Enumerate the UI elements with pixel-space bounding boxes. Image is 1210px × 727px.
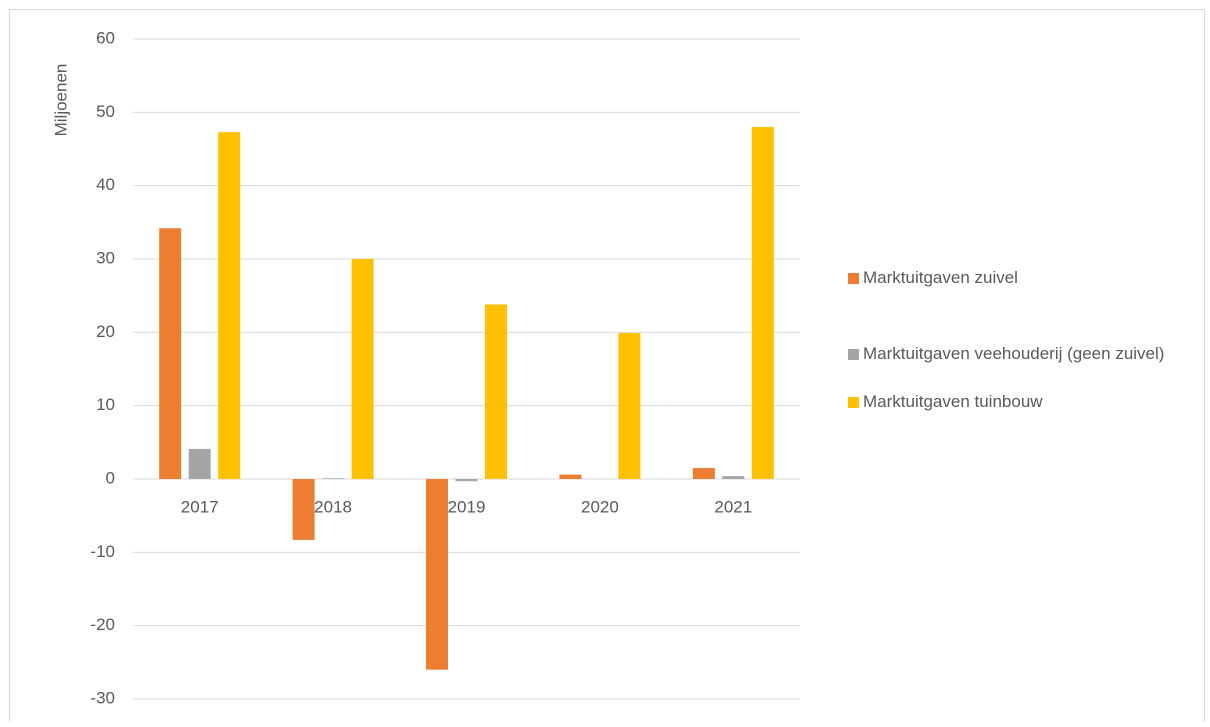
y-tick-label: 40 — [96, 175, 115, 194]
legend-label: Marktuitgaven veehouderij (geen zuivel) — [863, 344, 1165, 363]
y-axis-label: Miljoenen — [51, 64, 70, 137]
legend-swatch — [848, 397, 859, 408]
bar — [159, 228, 182, 479]
x-tick-label: 2019 — [448, 497, 486, 516]
bar — [455, 479, 478, 482]
y-tick-label: 0 — [106, 468, 115, 487]
legend-label: Marktuitgaven tuinbouw — [863, 392, 1043, 411]
legend-swatch — [848, 349, 859, 360]
bar — [218, 132, 241, 479]
legend-swatch — [848, 273, 859, 284]
x-tick-label: 2021 — [714, 497, 752, 516]
y-tick-label: 60 — [96, 28, 115, 47]
legend-item: Marktuitgaven zuivel — [846, 266, 1166, 290]
y-tick-label: 30 — [96, 248, 115, 267]
bar — [485, 304, 507, 479]
y-tick-label: 10 — [96, 395, 115, 414]
legend-item: Marktuitgaven tuinbouw — [846, 390, 1166, 414]
chart-border — [9, 9, 1205, 727]
bar — [351, 259, 374, 479]
x-tick-label: 2020 — [581, 497, 619, 516]
bar — [188, 448, 211, 479]
legend: Marktuitgaven zuivel Marktuitgaven veehou… — [846, 266, 1166, 414]
bar — [722, 476, 745, 479]
y-tick-label: 50 — [96, 102, 115, 121]
x-tick-label: 2018 — [314, 497, 352, 516]
y-tick-label: -20 — [90, 615, 115, 634]
bar — [618, 333, 641, 479]
bar — [322, 478, 345, 479]
bar — [559, 474, 582, 479]
bar — [692, 468, 715, 479]
bar — [292, 479, 315, 540]
bar — [751, 127, 774, 479]
y-tick-label: -10 — [90, 542, 115, 561]
bar — [426, 479, 448, 670]
legend-label: Marktuitgaven zuivel — [863, 268, 1018, 287]
y-tick-label: 20 — [96, 322, 115, 341]
legend-item: Marktuitgaven veehouderij (geen zuivel) — [846, 342, 1166, 366]
x-tick-label: 2017 — [181, 497, 219, 516]
y-tick-label: -30 — [90, 688, 115, 707]
